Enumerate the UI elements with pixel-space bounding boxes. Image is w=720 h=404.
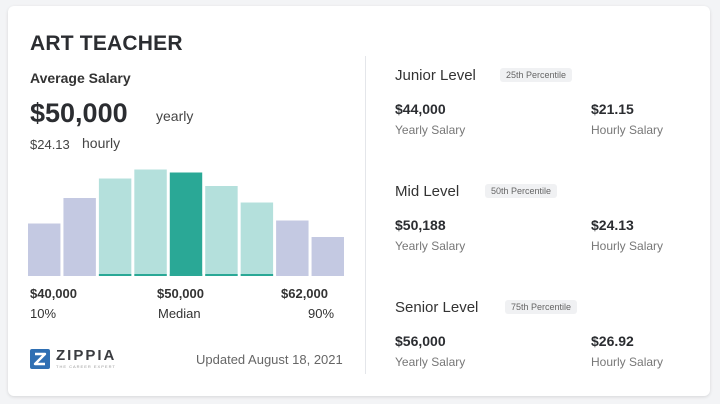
hourly-label: hourly — [82, 135, 121, 151]
histogram-bar-6 — [205, 186, 238, 276]
yearly-salary-value: $56,000 — [395, 333, 446, 349]
axis-min-label: 10% — [30, 306, 57, 321]
hourly-salary-label: Hourly Salary — [591, 239, 664, 253]
histogram-bar-5 — [169, 172, 203, 276]
yearly-salary-value: $44,000 — [395, 101, 446, 117]
histogram-bar-4 — [134, 169, 167, 276]
hourly-salary-value: $26.92 — [591, 333, 634, 349]
axis-max-label: 90% — [308, 306, 335, 321]
yearly-label: yearly — [156, 108, 194, 124]
histogram-bar-3 — [98, 178, 132, 276]
average-salary-label: Average Salary — [30, 70, 131, 86]
bar-underline-4 — [134, 274, 167, 276]
hourly-value: $24.13 — [30, 137, 70, 152]
axis-min-value: $40,000 — [30, 286, 77, 301]
level-name: Junior Level — [395, 67, 476, 84]
histogram-bar-2 — [63, 198, 96, 276]
bar-underline-3 — [98, 274, 132, 276]
hourly-salary-label: Hourly Salary — [591, 123, 664, 137]
brand-name: ZIPPIA — [56, 347, 117, 364]
axis-max-value: $62,000 — [281, 286, 328, 301]
histogram-bar-8 — [276, 220, 309, 276]
hourly-salary-label: Hourly Salary — [591, 355, 664, 369]
hourly-salary-value: $24.13 — [591, 217, 634, 233]
level-name: Mid Level — [395, 183, 460, 200]
yearly-salary-label: Yearly Salary — [395, 123, 466, 137]
percentile-badge: 25th Percentile — [500, 68, 573, 82]
histogram-bar-1 — [28, 223, 61, 276]
brand-tagline: THE CAREER EXPERT — [56, 364, 116, 369]
axis-median-value: $50,000 — [157, 286, 204, 301]
bar-underline-5 — [169, 274, 203, 276]
bar-underline-6 — [205, 274, 238, 276]
histogram-bar-9 — [311, 237, 344, 276]
updated-date: Updated August 18, 2021 — [196, 352, 343, 367]
job-title: ART TEACHER — [30, 32, 183, 55]
yearly-salary-label: Yearly Salary — [395, 239, 466, 253]
zippia-z-icon — [30, 348, 50, 369]
histogram-bar-7 — [240, 202, 274, 276]
salary-distribution-chart — [28, 169, 344, 276]
column-divider — [365, 56, 366, 374]
bar-underline-7 — [240, 274, 274, 276]
yearly-salary-label: Yearly Salary — [395, 355, 466, 369]
hourly-salary-value: $21.15 — [591, 101, 634, 117]
percentile-badge: 75th Percentile — [505, 300, 578, 314]
yearly-salary-value: $50,188 — [395, 217, 446, 233]
zippia-logo[interactable]: ZIPPIA THE CAREER EXPERT — [30, 348, 116, 369]
percentile-badge: 50th Percentile — [485, 184, 558, 198]
level-name: Senior Level — [395, 299, 479, 316]
average-salary-value: $50,000 — [30, 98, 128, 128]
axis-median-label: Median — [158, 306, 201, 321]
salary-card: ART TEACHER Average Salary $50,000 yearl… — [8, 6, 710, 396]
